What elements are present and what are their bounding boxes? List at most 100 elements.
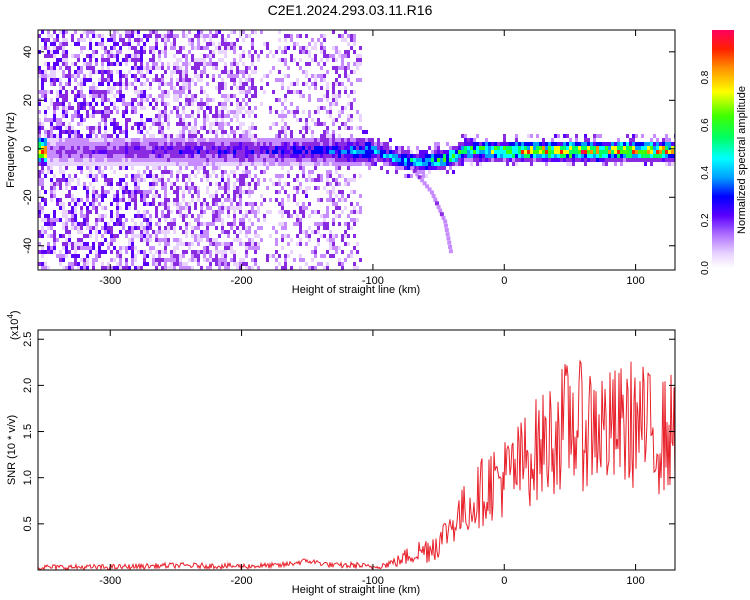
heatmap-cell bbox=[194, 206, 197, 210]
heatmap-cell bbox=[77, 238, 80, 242]
heatmap-cell bbox=[281, 110, 284, 114]
heatmap-cell bbox=[227, 206, 230, 210]
heatmap-cell bbox=[197, 258, 200, 262]
heatmap-cell bbox=[200, 70, 203, 74]
heatmap-cell bbox=[164, 190, 167, 194]
heatmap-cell bbox=[494, 150, 497, 154]
heatmap-cell bbox=[206, 186, 209, 190]
heatmap-cell bbox=[221, 38, 224, 42]
heatmap-cell bbox=[332, 218, 335, 222]
heatmap-cell bbox=[254, 146, 257, 150]
heatmap-cell bbox=[287, 90, 290, 94]
heatmap-cell bbox=[446, 158, 449, 162]
heatmap-cell bbox=[281, 50, 284, 54]
heatmap-cell bbox=[218, 30, 221, 34]
heatmap-cell bbox=[323, 62, 326, 66]
heatmap-cell bbox=[107, 190, 110, 194]
heatmap-cells bbox=[38, 30, 675, 270]
heatmap-cell bbox=[656, 146, 659, 150]
heatmap-cell bbox=[152, 66, 155, 70]
heatmap-cell bbox=[290, 158, 293, 162]
heatmap-cell bbox=[314, 58, 317, 62]
heatmap-cell bbox=[296, 234, 299, 238]
heatmap-cell bbox=[179, 74, 182, 78]
heatmap-cell bbox=[83, 82, 86, 86]
heatmap-cell bbox=[536, 142, 539, 146]
heatmap-cell bbox=[74, 70, 77, 74]
heatmap-cell bbox=[209, 150, 212, 154]
heatmap-cell bbox=[509, 146, 512, 150]
heatmap-cell bbox=[224, 66, 227, 70]
heatmap-cell bbox=[131, 162, 134, 166]
heatmap-cell bbox=[326, 126, 329, 130]
heatmap-cell bbox=[212, 42, 215, 46]
heatmap-cell bbox=[158, 194, 161, 198]
heatmap-cell bbox=[74, 162, 77, 166]
heatmap-cell bbox=[272, 254, 275, 258]
heatmap-cell bbox=[437, 150, 440, 154]
heatmap-cell bbox=[158, 162, 161, 166]
heatmap-cell bbox=[59, 118, 62, 122]
heatmap-cell bbox=[350, 190, 353, 194]
heatmap-cell bbox=[41, 122, 44, 126]
heatmap-cell bbox=[122, 94, 125, 98]
heatmap-cell bbox=[179, 46, 182, 50]
heatmap-cell bbox=[113, 38, 116, 42]
heatmap-cell bbox=[323, 218, 326, 222]
heatmap-cell bbox=[344, 146, 347, 150]
heatmap-cell bbox=[185, 66, 188, 70]
heatmap-cell bbox=[74, 146, 77, 150]
branch-mark bbox=[425, 184, 430, 189]
heatmap-cell bbox=[608, 150, 611, 154]
heatmap-cell bbox=[329, 150, 332, 154]
heatmap-cell bbox=[509, 150, 512, 154]
heatmap-cell bbox=[161, 158, 164, 162]
heatmap-cell bbox=[353, 154, 356, 158]
heatmap-cell bbox=[140, 38, 143, 42]
heatmap-cell bbox=[140, 250, 143, 254]
heatmap-cell bbox=[458, 146, 461, 150]
heatmap-cell bbox=[152, 258, 155, 262]
heatmap-cell bbox=[206, 190, 209, 194]
heatmap-cell bbox=[269, 142, 272, 146]
heatmap-cell bbox=[179, 102, 182, 106]
heatmap-cell bbox=[335, 78, 338, 82]
heatmap-cell bbox=[65, 94, 68, 98]
heatmap-cell bbox=[236, 226, 239, 230]
heatmap-cell bbox=[95, 166, 98, 170]
heatmap-cell bbox=[176, 262, 179, 266]
heatmap-cell bbox=[338, 138, 341, 142]
heatmap-cell bbox=[110, 146, 113, 150]
heatmap-cell bbox=[146, 218, 149, 222]
heatmap-cell bbox=[305, 122, 308, 126]
heatmap-cell bbox=[197, 194, 200, 198]
heatmap-cell bbox=[125, 146, 128, 150]
heatmap-cell bbox=[272, 182, 275, 186]
heatmap-cell bbox=[389, 158, 392, 162]
heatmap-cell bbox=[503, 158, 506, 162]
heatmap-cell bbox=[95, 50, 98, 54]
heatmap-cell bbox=[341, 138, 344, 142]
heatmap-cell bbox=[497, 150, 500, 154]
heatmap-cell bbox=[251, 78, 254, 82]
heatmap-cell bbox=[44, 250, 47, 254]
heatmap-cell bbox=[206, 54, 209, 58]
heatmap-cell bbox=[107, 262, 110, 266]
plot-frame-spectrogram bbox=[37, 29, 676, 271]
heatmap-cell bbox=[542, 158, 545, 162]
branch-mark bbox=[444, 228, 449, 232]
heatmap-cell bbox=[338, 94, 341, 98]
heatmap-cell bbox=[281, 238, 284, 242]
heatmap-cell bbox=[455, 150, 458, 154]
heatmap-cell bbox=[206, 42, 209, 46]
heatmap-cell bbox=[320, 214, 323, 218]
heatmap-cell bbox=[167, 66, 170, 70]
heatmap-cell bbox=[350, 102, 353, 106]
heatmap-cell bbox=[626, 134, 629, 138]
heatmap-cell bbox=[284, 114, 287, 118]
heatmap-cell bbox=[200, 162, 203, 166]
heatmap-cell bbox=[98, 154, 101, 158]
heatmap-cell bbox=[431, 166, 434, 170]
heatmap-cell bbox=[164, 94, 167, 98]
heatmap-cell bbox=[212, 158, 215, 162]
